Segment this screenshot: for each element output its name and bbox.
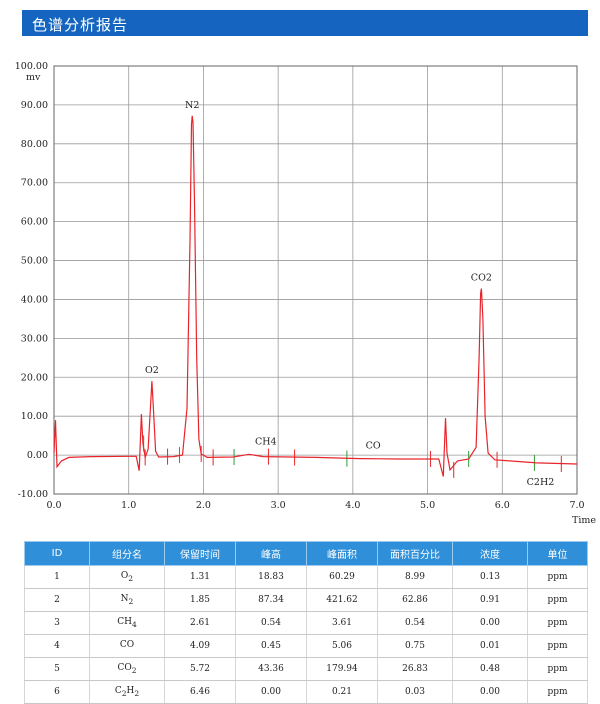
peak-label-n2: N2 <box>185 100 199 111</box>
cell-component: C2H2 <box>89 680 165 704</box>
cell-concentration: 0.91 <box>452 588 528 612</box>
cell-area-percent: 0.75 <box>377 634 453 658</box>
x-tick-label: 4.0 <box>345 500 360 511</box>
y-tick-label: 70.00 <box>21 178 48 189</box>
table-row: 5 CO2 5.72 43.36 179.94 26.83 0.48 ppm <box>24 657 588 681</box>
cell-peak-area: 60.29 <box>306 565 378 589</box>
cell-unit: ppm <box>527 634 588 658</box>
x-tick-label: 6.0 <box>495 500 510 511</box>
cell-component: CO2 <box>89 657 165 681</box>
cell-area-percent: 62.86 <box>377 588 453 612</box>
y-tick-label: 30.00 <box>21 333 48 344</box>
x-tick-label: 7.0 <box>569 500 584 511</box>
peak-label-co: CO <box>366 441 381 452</box>
cell-component: N2 <box>89 588 165 612</box>
y-tick-label: 10.00 <box>21 411 48 422</box>
cell-unit: ppm <box>527 657 588 681</box>
peak-label-ch4: CH4 <box>255 436 277 447</box>
cell-peak-area: 0.21 <box>306 680 378 704</box>
y-tick-label: 50.00 <box>21 256 48 267</box>
cell-peak-height: 0.54 <box>235 611 307 635</box>
header-peak-height: 峰高 <box>235 541 307 566</box>
y-unit-label: mv <box>26 72 41 83</box>
results-table: ID 组分名 保留时间 峰高 峰面积 面积百分比 浓度 单位 1 O2 1.31… <box>24 541 588 704</box>
table-row: 1 O2 1.31 18.83 60.29 8.99 0.13 ppm <box>24 565 588 589</box>
y-tick-label: 90.00 <box>21 100 48 111</box>
cell-concentration: 0.01 <box>452 634 528 658</box>
cell-concentration: 0.00 <box>452 611 528 635</box>
peak-label-co2: CO2 <box>471 273 492 284</box>
cell-component: CO <box>89 634 165 658</box>
header-retention-time: 保留时间 <box>164 541 236 566</box>
cell-retention-time: 4.09 <box>164 634 236 658</box>
chromatogram-chart: -10.00 0.00 10.00 20.00 30.00 40.00 50.00 60.00… <box>15 61 597 526</box>
cell-id: 5 <box>24 657 90 681</box>
table-row: 2 N2 1.85 87.34 421.62 62.86 0.91 ppm <box>24 588 588 612</box>
header-component: 组分名 <box>89 541 165 566</box>
table-row: 3 CH4 2.61 0.54 3.61 0.54 0.00 ppm <box>24 611 588 635</box>
cell-peak-height: 0.45 <box>235 634 307 658</box>
peak-label-o2: O2 <box>145 365 159 376</box>
cell-peak-area: 5.06 <box>306 634 378 658</box>
x-tick-label: 5.0 <box>420 500 435 511</box>
results-header-row: ID 组分名 保留时间 峰高 峰面积 面积百分比 浓度 单位 <box>24 541 588 566</box>
cell-retention-time: 1.85 <box>164 588 236 612</box>
x-tick-label: 3.0 <box>271 500 286 511</box>
cell-component: O2 <box>89 565 165 589</box>
cell-id: 2 <box>24 588 90 612</box>
cell-id: 1 <box>24 565 90 589</box>
cell-retention-time: 5.72 <box>164 657 236 681</box>
y-tick-label: 100.00 <box>15 61 48 72</box>
cell-component: CH4 <box>89 611 165 635</box>
table-row: 6 C2H2 6.46 0.00 0.21 0.03 0.00 ppm <box>24 680 588 704</box>
cell-peak-height: 43.36 <box>235 657 307 681</box>
y-tick-label: 60.00 <box>21 217 48 228</box>
cell-unit: ppm <box>527 588 588 612</box>
cell-concentration: 0.48 <box>452 657 528 681</box>
header-concentration: 浓度 <box>452 541 528 566</box>
x-tick-label: 2.0 <box>196 500 211 511</box>
x-axis-label: Time <box>572 515 596 526</box>
cell-retention-time: 2.61 <box>164 611 236 635</box>
y-tick-label: 0.00 <box>27 450 48 461</box>
header-id: ID <box>24 541 90 566</box>
cell-unit: ppm <box>527 565 588 589</box>
cell-peak-height: 87.34 <box>235 588 307 612</box>
peak-label-c2h2: C2H2 <box>527 477 555 488</box>
chromatogram-trace <box>53 115 578 477</box>
cell-peak-height: 0.00 <box>235 680 307 704</box>
header-peak-area: 峰面积 <box>306 541 378 566</box>
cell-unit: ppm <box>527 611 588 635</box>
cell-id: 6 <box>24 680 90 704</box>
table-row: 4 CO 4.09 0.45 5.06 0.75 0.01 ppm <box>24 634 588 658</box>
cell-retention-time: 1.31 <box>164 565 236 589</box>
header-area-percent: 面积百分比 <box>377 541 453 566</box>
cell-unit: ppm <box>527 680 588 704</box>
cell-area-percent: 0.54 <box>377 611 453 635</box>
x-tick-label: 0.0 <box>46 500 61 511</box>
cell-concentration: 0.00 <box>452 680 528 704</box>
cell-peak-area: 421.62 <box>306 588 378 612</box>
cell-id: 3 <box>24 611 90 635</box>
cell-retention-time: 6.46 <box>164 680 236 704</box>
cell-area-percent: 26.83 <box>377 657 453 681</box>
cell-peak-area: 3.61 <box>306 611 378 635</box>
cell-peak-height: 18.83 <box>235 565 307 589</box>
report-header-bar: 色谱分析报告 <box>22 10 588 36</box>
y-tick-label: -10.00 <box>18 489 48 500</box>
report-title: 色谱分析报告 <box>32 16 129 34</box>
x-tick-label: 1.0 <box>121 500 136 511</box>
cell-id: 4 <box>24 634 90 658</box>
y-tick-label: 40.00 <box>21 294 48 305</box>
cell-area-percent: 8.99 <box>377 565 453 589</box>
header-unit: 单位 <box>527 541 588 566</box>
plot-frame <box>53 65 578 495</box>
y-tick-label: 20.00 <box>21 372 48 383</box>
y-tick-label: 80.00 <box>21 139 48 150</box>
cell-area-percent: 0.03 <box>377 680 453 704</box>
cell-concentration: 0.13 <box>452 565 528 589</box>
cell-peak-area: 179.94 <box>306 657 378 681</box>
